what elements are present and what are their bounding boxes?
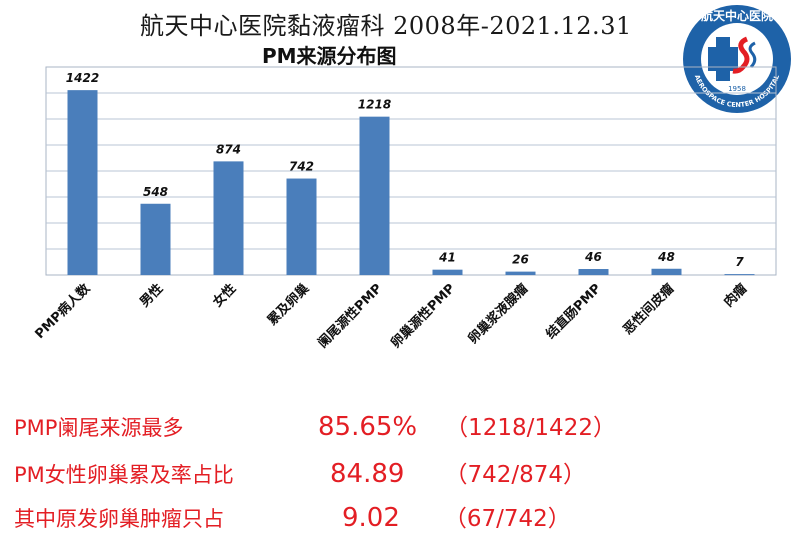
- stat-label: 其中原发卵巢肿瘤只占: [14, 507, 224, 531]
- chart-subtitle: PM来源分布图: [262, 44, 397, 68]
- svg-text:航天中心医院: 航天中心医院: [701, 8, 773, 23]
- bar-chart: 1422 548 874 742 1218 41 26 46 48 7 PMP病人数 男性 女性 累及卵…: [32, 66, 777, 351]
- stat-label: PMP阑尾来源最多: [14, 416, 184, 440]
- bar-value-label: 7: [735, 255, 744, 269]
- stat-row-primary-ovary: 其中原发卵巢肿瘤只占 9.02 （67/742）: [14, 499, 571, 533]
- bar: [286, 178, 317, 275]
- svg-text:1958: 1958: [728, 85, 746, 93]
- bar-value-label: 548: [143, 185, 168, 199]
- bar: [213, 161, 244, 275]
- stat-ratio: （1218/1422）: [445, 415, 616, 441]
- bar-value-label: 1422: [66, 71, 99, 85]
- category-label: 阑尾源性PMP: [315, 281, 386, 352]
- bar-value-label: 41: [438, 251, 456, 265]
- category-label: 卵巢浆液腺瘤: [465, 281, 531, 347]
- bar-value-label: 1218: [358, 98, 391, 112]
- stat-ratio: （67/742）: [443, 506, 571, 532]
- bar: [505, 271, 536, 275]
- category-label: 累及卵巢: [264, 280, 313, 329]
- category-label: PMP病人数: [32, 280, 94, 342]
- stat-value: 84.89: [330, 459, 405, 489]
- bar-value-label: 48: [657, 250, 675, 264]
- bar: [432, 269, 463, 275]
- chart-grid: [45, 66, 777, 276]
- category-label: 结直肠PMP: [543, 281, 605, 343]
- chart-category-labels: PMP病人数 男性 女性 累及卵巢 阑尾源性PMP 卵巢源性PMP 卵巢浆液腺瘤 结直肠PMP…: [32, 280, 751, 351]
- bar: [67, 90, 98, 275]
- chart-value-labels: 1422 548 874 742 1218 41 26 46 48 7: [66, 71, 745, 269]
- category-label: 卵巢源性PMP: [388, 281, 459, 352]
- chart-bars: [67, 90, 755, 276]
- bar-value-label: 742: [289, 160, 314, 174]
- stat-row-female-ovary: PM女性卵巢累及率占比 84.89 （742/874）: [14, 455, 586, 489]
- page-title: 航天中心医院黏液瘤科 2008年-2021.12.31: [140, 12, 632, 40]
- bar: [578, 269, 609, 275]
- stat-value: 85.65%: [318, 412, 418, 442]
- stat-value: 9.02: [342, 503, 400, 533]
- bar: [651, 268, 682, 275]
- bar: [724, 274, 755, 276]
- bar-value-label: 874: [216, 142, 241, 156]
- bar: [140, 203, 171, 275]
- category-label: 肉瘤: [721, 281, 751, 311]
- stat-label: PM女性卵巢累及率占比: [14, 463, 234, 487]
- category-label: 男性: [137, 281, 167, 311]
- category-label: 恶性间皮瘤: [620, 281, 677, 338]
- stat-row-appendix: PMP阑尾来源最多 85.65% （1218/1422）: [14, 408, 616, 442]
- bar: [359, 116, 390, 275]
- bar-value-label: 46: [584, 250, 602, 264]
- stat-ratio: （742/874）: [444, 462, 586, 488]
- bar-value-label: 26: [512, 253, 529, 267]
- category-label: 女性: [210, 281, 240, 311]
